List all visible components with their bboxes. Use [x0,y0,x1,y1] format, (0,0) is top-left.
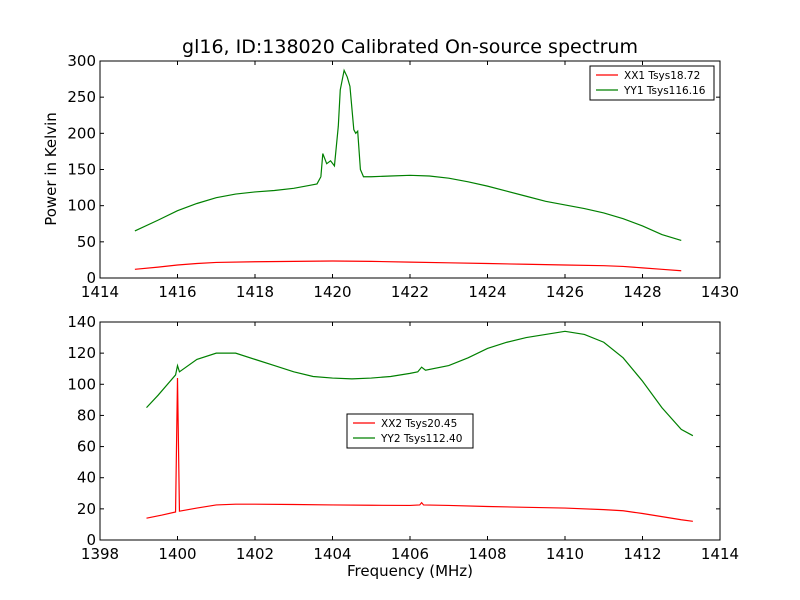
legend-label: YY1 Tsys116.16 [623,85,706,97]
legend-box [589,65,715,101]
bottom-panel: 1398 1400 1402 1404 1406 1408 1410 1412 1414 0 20 4… [67,313,739,563]
series-line-1-2 [134,68,682,241]
y-tick-label: 300 [67,52,96,70]
x-tick-label: 1400 [158,545,196,563]
y-tick-label: 100 [67,375,96,393]
series-line-1-1 [134,260,682,272]
y-tick-label: 120 [67,344,96,362]
x-tick-label: 1426 [546,283,584,301]
x-tick-label: 1414 [701,545,739,563]
x-tick-label: 1422 [391,283,429,301]
y-tick-label: 40 [77,469,96,487]
y-tick-label: 140 [67,313,96,331]
series-line-2-2 [146,330,694,437]
x-tick-label: 1424 [468,283,506,301]
legend: XX1 Tsys18.72 YY1 Tsys116.16 [589,65,715,101]
y-tick-label: 80 [77,406,96,424]
x-tick-label: 1410 [546,545,584,563]
x-tick-label: 1418 [236,283,274,301]
x-tick-label: 1416 [158,283,196,301]
legend-label: XX2 Tsys20.45 [381,418,457,430]
x-tick-label: 1414 [81,283,119,301]
x-tick-label: 1402 [236,545,274,563]
series-line-2-1 [146,378,693,522]
x-tick-label: 1406 [391,545,429,563]
legend-label: XX1 Tsys18.72 [624,70,700,82]
y-tick-label: 200 [67,124,96,142]
y-tick-label: 150 [67,161,96,179]
x-tick-label: 1408 [468,545,506,563]
y-tick-label: 0 [86,269,96,287]
y-tick-label: 50 [77,233,96,251]
y-axis-label: Power in Kelvin [42,112,60,226]
y-tick-label: 0 [86,531,96,549]
y-tick-label: 100 [67,197,96,215]
x-axis-label: Frequency (MHz) [347,562,473,580]
y-tick-label: 250 [67,88,96,106]
x-tick-label: 1398 [81,545,119,563]
chart-title: gl16, ID:138020 Calibrated On-source spe… [182,36,638,58]
top-panel: 1414 1416 1418 1420 1422 1424 1426 1428 1430 0 50 1… [67,52,739,301]
legend-label: YY2 Tsys112.40 [380,433,462,445]
legend: XX2 Tsys20.45 YY2 Tsys112.40 [346,413,474,449]
y-tick-label: 60 [77,438,96,456]
x-tick-label: 1428 [623,283,661,301]
x-tick-label: 1430 [701,283,739,301]
x-tick-label: 1404 [313,545,351,563]
legend-box [346,413,474,449]
x-tick-label: 1420 [313,283,351,301]
x-tick-label: 1412 [623,545,661,563]
y-tick-label: 20 [77,500,96,518]
